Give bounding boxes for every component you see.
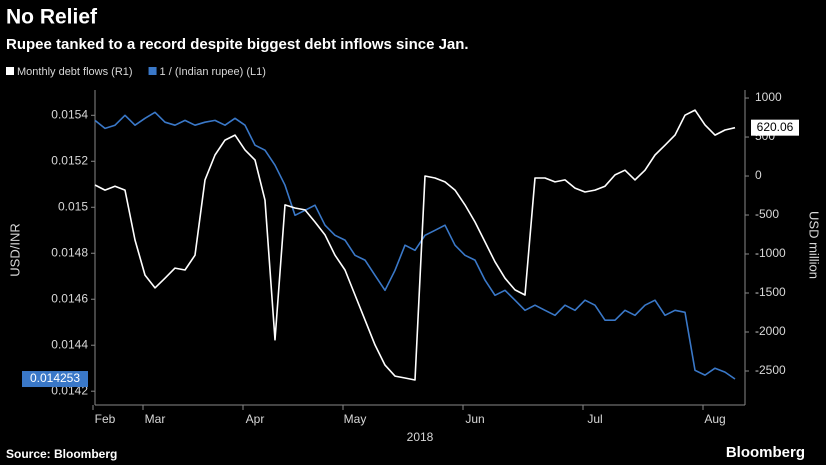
brand-logo: Bloomberg xyxy=(726,444,805,461)
last-value-label: 620.06 xyxy=(757,120,794,134)
y2-tick-label: -2000 xyxy=(755,324,786,338)
series-line xyxy=(94,111,736,380)
chart-title: No Relief xyxy=(6,6,98,29)
legend-swatch xyxy=(148,67,157,75)
legend-swatch xyxy=(6,67,14,75)
x-tick-label: Feb xyxy=(95,412,116,426)
source: Source: Bloomberg xyxy=(6,447,117,461)
y2-tick-label: 1000 xyxy=(755,90,782,104)
series-line xyxy=(94,109,736,381)
last-value-tag xyxy=(751,119,799,136)
y-tick-label: 0.0152 xyxy=(51,153,88,167)
chart-subtitle: Rupee tanked to a record despite biggest… xyxy=(6,36,469,53)
y-tick-label: 0.015 xyxy=(58,199,88,213)
y-tick-label: 0.0148 xyxy=(51,245,88,259)
last-value-label: 0.014253 xyxy=(30,371,80,385)
x-tick-label: Mar xyxy=(145,412,166,426)
legend-label: Monthly debt flows (R1) xyxy=(17,66,133,78)
x-tick-label: Apr xyxy=(246,412,265,426)
y-axis-label: USD/INR xyxy=(7,223,22,276)
y2-tick-label: -2500 xyxy=(755,363,786,377)
y2-tick-label: -1000 xyxy=(755,246,786,260)
legend-label: 1 / (Indian rupee) (L1) xyxy=(160,66,266,78)
y2-tick-label: 0 xyxy=(755,168,762,182)
y2-tick-label: -500 xyxy=(755,207,779,221)
last-value-tag xyxy=(22,371,88,388)
x-axis-label: 2018 xyxy=(407,430,434,444)
y-tick-label: 0.0144 xyxy=(51,337,88,351)
x-tick-label: Jun xyxy=(465,412,484,426)
x-tick-label: Aug xyxy=(704,412,725,426)
x-tick-label: May xyxy=(344,412,367,426)
y2-axis-label: USD million xyxy=(807,211,822,279)
y-tick-label: 0.0154 xyxy=(51,107,88,121)
y2-tick-label: -1500 xyxy=(755,285,786,299)
y-tick-label: 0.0146 xyxy=(51,291,88,305)
x-tick-label: Jul xyxy=(587,412,602,426)
